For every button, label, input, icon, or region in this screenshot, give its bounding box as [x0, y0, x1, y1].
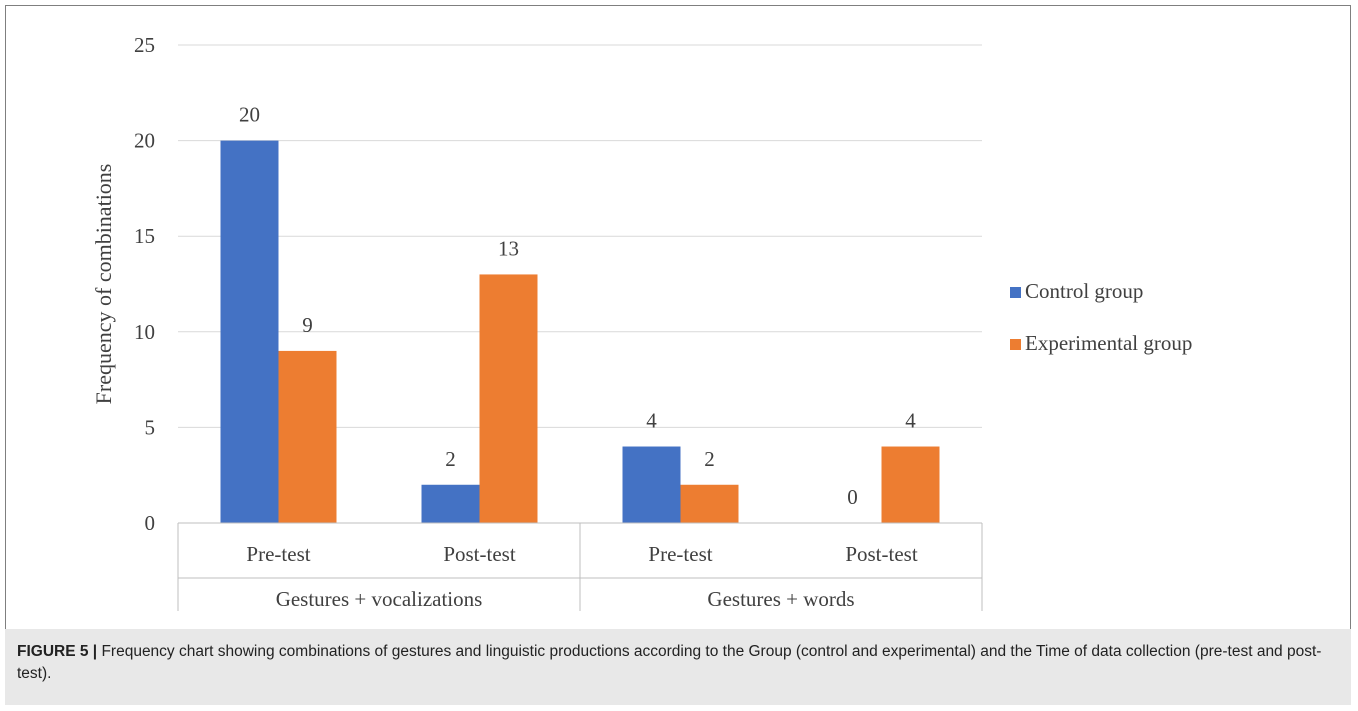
bar-control [421, 484, 480, 523]
data-label: 4 [905, 409, 916, 433]
legend-label: Experimental group [1025, 331, 1192, 355]
y-tick-label: 25 [134, 33, 155, 57]
data-label: 4 [646, 409, 657, 433]
legend-swatch [1010, 339, 1021, 350]
y-tick-label: 5 [145, 415, 156, 439]
bar-control [622, 446, 681, 523]
x-group-label: Gestures + vocalizations [276, 587, 483, 611]
y-tick-label: 15 [134, 224, 155, 248]
data-label: 2 [445, 447, 456, 471]
bars [220, 140, 940, 523]
x-tick-label: Post-test [845, 542, 918, 566]
bar-control [220, 140, 279, 523]
x-tick-label: Post-test [443, 542, 516, 566]
x-axis: Pre-test Post-test Pre-test Post-test Gestur… [177, 522, 983, 611]
legend-label: Control group [1025, 279, 1143, 303]
data-label: 0 [847, 485, 858, 509]
legend: Control group Experimental group [1010, 279, 1192, 355]
y-tick-label: 20 [134, 129, 155, 153]
bar-experimental [278, 350, 337, 523]
y-tick-label: 10 [134, 320, 155, 344]
bar-experimental [479, 274, 538, 523]
data-label: 13 [498, 236, 519, 260]
x-tick-label: Pre-test [648, 542, 712, 566]
y-axis-label: Frequency of combinations [91, 164, 116, 405]
bar-experimental [881, 446, 940, 523]
data-label: 9 [302, 313, 313, 337]
legend-swatch [1010, 287, 1021, 298]
data-label: 20 [239, 103, 260, 127]
bar-experimental [680, 484, 739, 523]
data-label: 2 [704, 447, 715, 471]
x-tick-label: Pre-test [246, 542, 310, 566]
figure-caption: FIGURE 5 | Frequency chart showing combi… [5, 629, 1351, 705]
y-tick-label: 0 [145, 511, 156, 535]
figure-label: FIGURE 5 | [17, 643, 98, 660]
x-group-label: Gestures + words [707, 587, 854, 611]
y-axis-ticks: 0 5 10 15 20 25 [134, 33, 155, 535]
figure-caption-text: Frequency chart showing combinations of … [17, 643, 1322, 682]
